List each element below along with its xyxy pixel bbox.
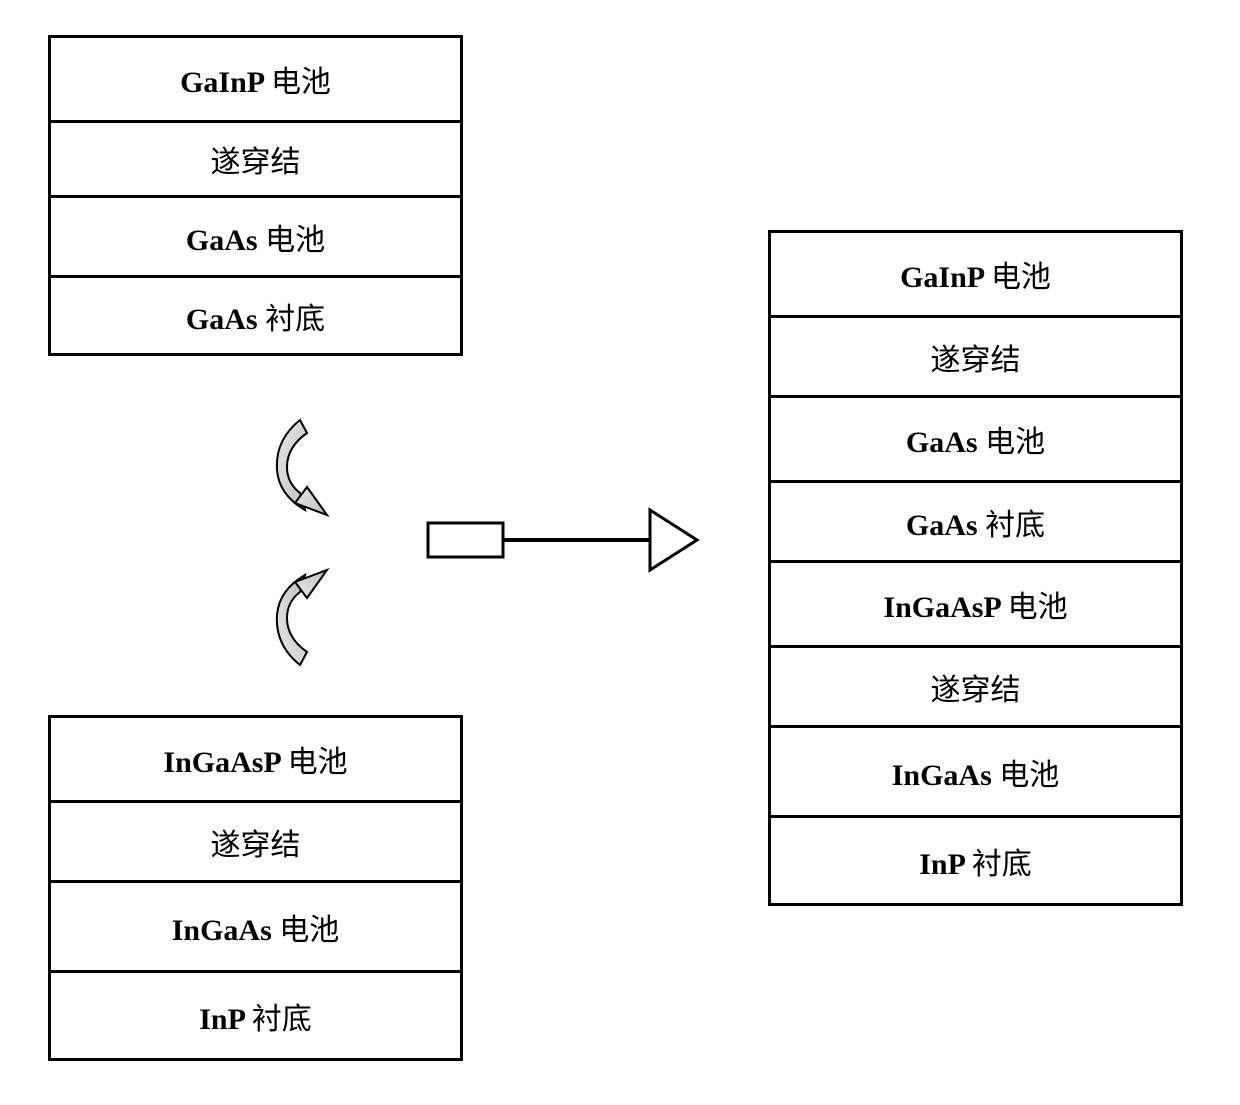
layer-label: InGaAsP 电池 [883,582,1067,626]
layer-row: 遂穿结 [771,648,1180,728]
layer-label: InGaAs 电池 [892,750,1060,794]
layer-row: 遂穿结 [771,318,1180,398]
layer-suffix: 电池 [288,746,348,779]
layer-label: GaAs 电池 [186,215,325,259]
layer-label: 遂穿结 [931,335,1021,379]
layer-suffix: 电池 [271,66,331,99]
layer-suffix: 衬底 [985,509,1045,542]
layer-row: InGaAsP 电池 [771,563,1180,648]
layer-label: InGaAsP 电池 [163,737,347,781]
curved-arrow-top-icon [265,415,365,530]
layer-row: InGaAsP 电池 [51,718,460,803]
layer-prefix: GaAs [906,509,985,542]
layer-suffix: 电池 [279,914,339,947]
layer-suffix: 电池 [265,224,325,257]
layer-row: GaAs 电池 [771,398,1180,483]
layer-suffix: 衬底 [252,1003,312,1036]
layer-prefix: InGaAs [892,759,1000,792]
layer-row: InGaAs 电池 [51,883,460,973]
layer-row: GaInP 电池 [771,233,1180,318]
layer-suffix: 遂穿结 [931,344,1021,377]
layer-label: InP 衬底 [919,839,1032,883]
layer-label: InP 衬底 [199,994,312,1038]
layer-label: 遂穿结 [931,665,1021,709]
layer-suffix: 电池 [999,759,1059,792]
layer-row: InP 衬底 [51,973,460,1058]
layer-label: GaInP 电池 [900,252,1051,296]
layer-suffix: 遂穿结 [211,829,301,862]
layer-label: GaAs 衬底 [186,294,325,338]
layer-row: 遂穿结 [51,123,460,198]
layer-row: GaAs 电池 [51,198,460,278]
layer-prefix: InGaAs [172,914,280,947]
layer-label: GaAs 电池 [906,417,1045,461]
stack-top-left: GaInP 电池遂穿结GaAs 电池GaAs 衬底 [48,35,463,356]
layer-label: 遂穿结 [211,137,301,181]
layer-suffix: 电池 [1008,591,1068,624]
layer-row: 遂穿结 [51,803,460,883]
layer-suffix: 电池 [985,426,1045,459]
layer-label: InGaAs 电池 [172,905,340,949]
layer-row: GaAs 衬底 [51,278,460,353]
layer-label: GaAs 衬底 [906,500,1045,544]
layer-prefix: GaInP [900,261,991,294]
stack-right: GaInP 电池遂穿结GaAs 电池GaAs 衬底InGaAsP 电池遂穿结In… [768,230,1183,906]
curved-arrow-bottom-icon [265,560,365,675]
stack-bottom-left: InGaAsP 电池遂穿结InGaAs 电池InP 衬底 [48,715,463,1061]
straight-arrow-icon [425,495,705,590]
layer-prefix: InP [919,848,972,881]
layer-row: GaInP 电池 [51,38,460,123]
layer-row: GaAs 衬底 [771,483,1180,563]
layer-prefix: GaInP [180,66,271,99]
layer-suffix: 电池 [991,261,1051,294]
layer-suffix: 衬底 [265,303,325,336]
layer-prefix: GaAs [186,303,265,336]
layer-prefix: InGaAsP [163,746,287,779]
layer-label: GaInP 电池 [180,57,331,101]
layer-suffix: 衬底 [972,848,1032,881]
layer-suffix: 遂穿结 [931,674,1021,707]
layer-prefix: InGaAsP [883,591,1007,624]
layer-label: 遂穿结 [211,820,301,864]
layer-row: InGaAs 电池 [771,728,1180,818]
layer-prefix: GaAs [186,224,265,257]
layer-prefix: GaAs [906,426,985,459]
layer-row: InP 衬底 [771,818,1180,903]
layer-prefix: InP [199,1003,252,1036]
layer-suffix: 遂穿结 [211,146,301,179]
